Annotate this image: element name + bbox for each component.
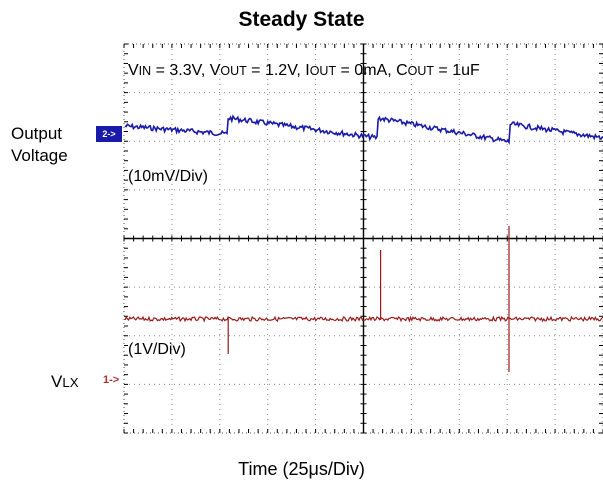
chart-title: Steady State bbox=[238, 8, 365, 31]
plot-grid bbox=[123, 43, 603, 434]
vlx-trace bbox=[124, 226, 603, 372]
channel-1-marker: 1-> bbox=[103, 374, 120, 386]
channel-1-label-main: V bbox=[51, 372, 63, 391]
channel-2-marker: 2-> bbox=[96, 126, 122, 142]
x-axis-label: Time (25μs/Div) bbox=[238, 459, 365, 479]
test-conditions: VIN = 3.3V, VOUT = 1.2V, IOUT = 0mA, COU… bbox=[128, 62, 480, 79]
channel-2-scale: (10mV/Div) bbox=[128, 168, 209, 185]
channel-1-label-sub: LX bbox=[62, 375, 79, 390]
channel-2-label-line1: Output bbox=[11, 124, 63, 143]
output-voltage-trace bbox=[124, 114, 603, 145]
channel-1-label: VLX bbox=[51, 372, 79, 393]
channel-1-scale: (1V/Div) bbox=[128, 341, 186, 358]
channel-2-label-line2: Voltage bbox=[11, 146, 68, 165]
